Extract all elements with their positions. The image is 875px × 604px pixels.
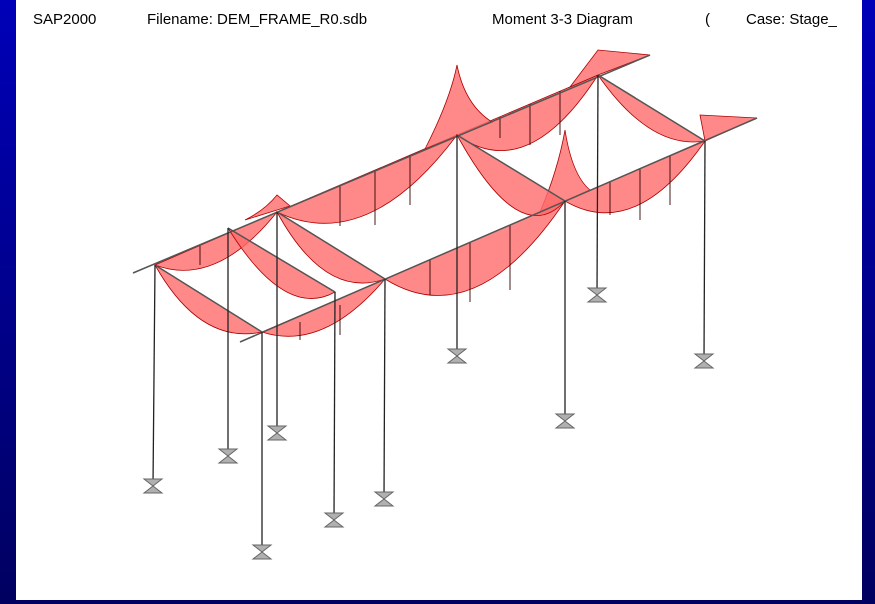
drawing-panel xyxy=(16,0,862,600)
filename: Filename: DEM_FRAME_R0.sdb xyxy=(147,11,367,28)
load-case: Case: Stage_ xyxy=(746,11,838,28)
page: {"title_bar": {"app": "SAP2000", "filena… xyxy=(0,0,875,604)
screen: SAP2000 Filename: DEM_FRAME_R0.sdb Momen… xyxy=(0,0,875,604)
app-name: SAP2000 xyxy=(33,11,96,28)
paren: ( xyxy=(705,11,710,28)
diagram-name: Moment 3-3 Diagram xyxy=(492,11,633,28)
